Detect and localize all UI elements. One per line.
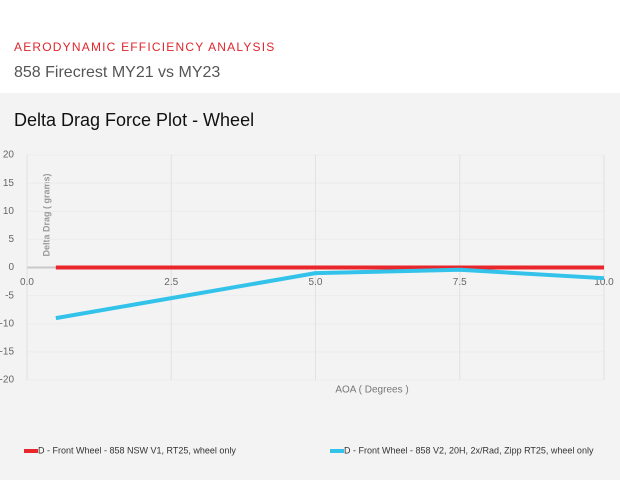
- chart-panel: [0, 93, 620, 480]
- x-tick-label: 0.0: [20, 277, 34, 288]
- y-tick-label: 20: [3, 150, 15, 161]
- y-tick-label: -20: [0, 375, 14, 386]
- y-tick-label: -15: [0, 347, 14, 358]
- x-tick-label: 10.0: [594, 277, 614, 288]
- legend-label: D - Front Wheel - 858 V2, 20H, 2x/Rad, Z…: [344, 445, 594, 455]
- y-tick-label: 5: [8, 234, 14, 245]
- y-tick-label: 10: [3, 206, 15, 217]
- x-axis-label: AOA ( Degrees ): [335, 385, 408, 396]
- y-tick-label: -10: [0, 318, 14, 329]
- y-axis-label: Delta Drag ( grams): [41, 173, 51, 256]
- chart-title: Delta Drag Force Plot - Wheel: [14, 110, 254, 130]
- series-line: [55, 267, 605, 321]
- y-tick-label: 15: [3, 178, 15, 189]
- x-tick-label: 7.5: [453, 277, 467, 288]
- y-tick-label: 0: [8, 262, 14, 273]
- y-tick-label: -5: [5, 290, 14, 301]
- header-subtitle: 858 Firecrest MY21 vs MY23: [14, 64, 220, 81]
- header-title: AERODYNAMIC EFFICIENCY ANALYSIS: [14, 40, 275, 54]
- legend-label: D - Front Wheel - 858 NSW V1, RT25, whee…: [38, 445, 236, 455]
- x-tick-label: 5.0: [309, 277, 323, 288]
- x-tick-label: 2.5: [164, 277, 178, 288]
